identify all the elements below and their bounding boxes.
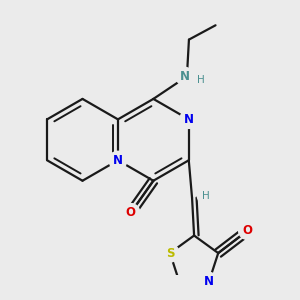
Circle shape	[197, 187, 215, 205]
Circle shape	[200, 272, 218, 290]
Circle shape	[146, 297, 164, 300]
Text: O: O	[150, 299, 160, 300]
Text: S: S	[166, 247, 174, 260]
Text: N: N	[204, 275, 214, 288]
Text: H: H	[202, 191, 210, 201]
Circle shape	[180, 110, 198, 128]
Circle shape	[109, 151, 127, 169]
Circle shape	[122, 204, 140, 222]
Text: N: N	[184, 113, 194, 126]
Circle shape	[176, 68, 194, 85]
Circle shape	[192, 71, 210, 89]
Text: H: H	[197, 75, 205, 85]
Circle shape	[161, 244, 179, 262]
Text: O: O	[243, 224, 253, 237]
Text: N: N	[180, 70, 190, 83]
Circle shape	[239, 222, 257, 240]
Text: O: O	[126, 206, 136, 219]
Text: N: N	[113, 154, 123, 167]
